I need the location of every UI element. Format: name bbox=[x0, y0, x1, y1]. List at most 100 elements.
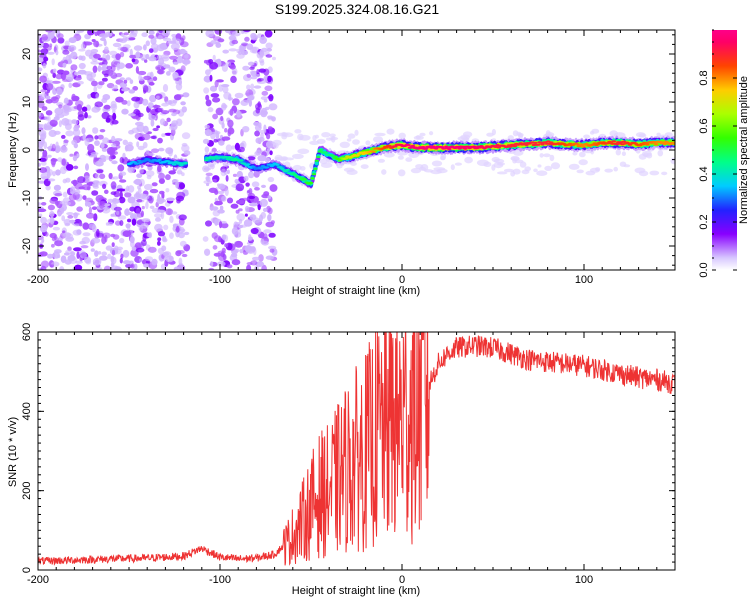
noise-speckle bbox=[151, 258, 158, 266]
ridge-halo bbox=[360, 164, 369, 170]
noise-speckle bbox=[110, 64, 116, 72]
noise-speckle bbox=[124, 211, 134, 216]
ridge-mark bbox=[512, 145, 517, 148]
noise-speckle bbox=[238, 146, 245, 153]
noise-speckle bbox=[150, 43, 159, 50]
noise-speckle bbox=[103, 39, 107, 46]
noise-speckle bbox=[157, 237, 162, 242]
noise-speckle bbox=[150, 37, 157, 45]
x-tick-label: 100 bbox=[575, 274, 593, 286]
noise-speckle bbox=[72, 229, 82, 236]
noise-speckle bbox=[213, 36, 222, 41]
noise-speckle bbox=[41, 238, 45, 243]
noise-speckle bbox=[51, 243, 55, 248]
noise-speckle bbox=[64, 259, 72, 265]
noise-speckle bbox=[246, 264, 252, 270]
noise-speckle bbox=[53, 116, 60, 121]
noise-speckle bbox=[213, 138, 218, 143]
ridge-mark bbox=[524, 143, 529, 146]
noise-speckle bbox=[231, 67, 238, 76]
noise-speckle bbox=[102, 232, 111, 239]
ridge-halo bbox=[352, 139, 360, 145]
noise-speckle bbox=[45, 110, 53, 116]
noise-speckle bbox=[126, 100, 131, 107]
ridge-mark bbox=[355, 154, 360, 157]
noise-speckle bbox=[90, 248, 95, 252]
noise-speckle bbox=[267, 195, 272, 200]
ridge-mark bbox=[157, 158, 162, 161]
noise-speckle bbox=[81, 127, 86, 135]
noise-speckle bbox=[252, 256, 261, 261]
noise-speckle bbox=[101, 251, 107, 256]
noise-speckle bbox=[225, 144, 233, 152]
noise-speckle bbox=[84, 111, 88, 119]
noise-speckle bbox=[267, 117, 274, 121]
noise-speckle bbox=[135, 207, 141, 215]
noise-speckle bbox=[100, 37, 106, 42]
noise-speckle bbox=[62, 232, 72, 238]
noise-speckle bbox=[254, 130, 260, 137]
noise-speckle bbox=[160, 211, 165, 220]
noise-speckle bbox=[55, 94, 61, 100]
noise-speckle bbox=[156, 44, 165, 52]
noise-speckle bbox=[250, 260, 258, 266]
ridge-halo bbox=[550, 162, 561, 170]
noise-speckle bbox=[63, 201, 71, 206]
noise-speckle bbox=[136, 141, 140, 148]
noise-speckle bbox=[163, 43, 167, 50]
noise-speckle bbox=[93, 266, 103, 270]
ridge-halo bbox=[377, 158, 385, 163]
ridge-halo bbox=[476, 159, 489, 166]
noise-speckle bbox=[52, 171, 56, 177]
noise-speckle bbox=[215, 41, 220, 46]
noise-speckle bbox=[38, 44, 43, 49]
noise-speckle bbox=[244, 36, 250, 42]
noise-speckle bbox=[73, 189, 81, 195]
noise-speckle bbox=[112, 176, 120, 180]
noise-speckle bbox=[205, 176, 210, 181]
noise-speckle bbox=[65, 130, 74, 137]
noise-speckle bbox=[183, 231, 190, 236]
noise-speckle bbox=[177, 226, 185, 234]
noise-speckle bbox=[204, 124, 210, 129]
noise-speckle bbox=[148, 34, 155, 39]
noise-speckle bbox=[40, 93, 47, 100]
noise-speckle bbox=[119, 38, 127, 44]
noise-speckle bbox=[230, 203, 239, 209]
noise-speckle bbox=[216, 190, 225, 195]
noise-speckle bbox=[264, 157, 271, 163]
ridge-halo bbox=[418, 166, 426, 171]
noise-speckle bbox=[219, 221, 223, 229]
noise-speckle bbox=[87, 143, 95, 152]
noise-speckle bbox=[166, 197, 175, 202]
noise-speckle bbox=[136, 199, 143, 203]
noise-speckle bbox=[259, 129, 267, 134]
noise-speckle bbox=[248, 171, 255, 179]
ridge-halo bbox=[544, 165, 553, 171]
noise-speckle bbox=[88, 206, 92, 214]
noise-speckle bbox=[55, 50, 59, 56]
ridge-mark bbox=[285, 168, 290, 171]
noise-speckle bbox=[268, 232, 276, 238]
noise-speckle bbox=[232, 98, 240, 106]
noise-speckle bbox=[47, 31, 55, 39]
noise-speckle bbox=[181, 132, 191, 140]
noise-speckle bbox=[44, 231, 49, 237]
noise-speckle bbox=[110, 233, 116, 238]
noise-speckle bbox=[182, 59, 191, 65]
noise-speckle bbox=[258, 58, 265, 63]
noise-speckle bbox=[141, 205, 145, 210]
noise-speckle bbox=[171, 33, 177, 38]
noise-speckle bbox=[110, 191, 117, 196]
ridge-halo bbox=[433, 167, 446, 171]
noise-speckle bbox=[120, 253, 124, 259]
noise-speckle bbox=[257, 155, 267, 162]
ridge-mark bbox=[314, 159, 319, 162]
ridge-mark bbox=[246, 163, 251, 166]
noise-speckle bbox=[222, 85, 229, 94]
ridge-halo bbox=[537, 164, 542, 168]
noise-speckle bbox=[225, 30, 232, 34]
noise-speckle bbox=[251, 181, 260, 188]
ridge-mark bbox=[535, 143, 541, 146]
